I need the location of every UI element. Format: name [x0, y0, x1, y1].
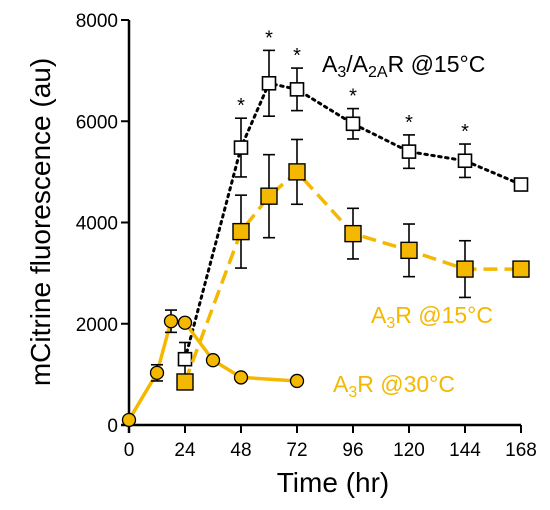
y-tick-label: 2000	[76, 315, 118, 336]
data-point	[289, 373, 305, 389]
x-tick-label: 24	[174, 440, 196, 461]
x-tick-label: 120	[393, 440, 425, 461]
data-point	[344, 224, 362, 243]
data-point	[400, 241, 418, 260]
axes: 0 2000 4000 6000 8000 0 24 48 72 96 120 144 168	[76, 11, 537, 461]
data-point	[233, 370, 249, 385]
series-1	[176, 138, 530, 391]
data-point	[233, 140, 249, 155]
data-point	[177, 315, 193, 330]
significance-star: *	[265, 27, 273, 49]
y-tick-label: 8000	[76, 11, 118, 32]
series-label-a3-a2ar-15c: A3/A2AR @15°C	[322, 51, 485, 81]
data-point	[205, 353, 221, 368]
data-point	[163, 314, 179, 329]
data-point	[288, 163, 306, 181]
label-text: A	[371, 302, 387, 328]
label-text: R @15°C	[395, 302, 493, 328]
series-label-a3r-15c: A3R @15°C	[371, 302, 493, 332]
x-tick-label: 0	[124, 440, 135, 461]
label-text: A	[333, 371, 349, 397]
y-tick-label: 0	[107, 416, 118, 437]
series-label-a3r-30c: A3R @30°C	[333, 371, 455, 401]
x-tick-label: 168	[505, 440, 537, 461]
label-text: /A	[346, 51, 368, 77]
data-point	[149, 365, 165, 381]
significance-star: *	[405, 112, 413, 134]
significance-star: *	[237, 95, 245, 117]
significance-star: *	[461, 121, 469, 143]
label-subscript: 3	[337, 64, 346, 81]
x-axis-title: Time (hr)	[277, 467, 390, 498]
x-tick-label: 72	[286, 440, 307, 461]
data-point	[260, 187, 278, 205]
series-line	[183, 81, 523, 361]
significance-star: *	[349, 86, 357, 108]
data-point	[289, 82, 305, 97]
series-2	[121, 309, 305, 428]
data-point	[261, 75, 277, 91]
series-line	[183, 169, 521, 383]
data-point	[121, 412, 137, 428]
x-tick-label: 48	[230, 440, 251, 461]
x-tick-label: 96	[342, 440, 363, 461]
label-text: A	[322, 51, 338, 77]
data-point	[177, 351, 193, 367]
data-point	[512, 260, 530, 278]
label-subscript: 3	[348, 384, 357, 401]
label-text: R @15°C	[388, 51, 486, 77]
significance-star: *	[293, 45, 301, 67]
label-subscript: 2A	[368, 64, 388, 81]
data-point	[232, 222, 250, 241]
data-point	[513, 177, 529, 192]
y-axis-title: mCitrine fluorescence (au)	[25, 58, 56, 386]
label-subscript: 3	[386, 315, 395, 332]
data-point	[345, 116, 361, 132]
x-tick-label: 144	[449, 440, 481, 461]
y-tick-label: 6000	[76, 112, 118, 133]
y-tick-label: 4000	[76, 214, 118, 235]
label-text: R @30°C	[357, 371, 455, 397]
series-layer: * * * * * *	[121, 27, 530, 428]
data-point	[457, 153, 473, 169]
data-point	[401, 144, 417, 159]
data-point	[176, 373, 194, 391]
series-0: * * * * * *	[177, 27, 529, 377]
data-point	[456, 260, 474, 278]
